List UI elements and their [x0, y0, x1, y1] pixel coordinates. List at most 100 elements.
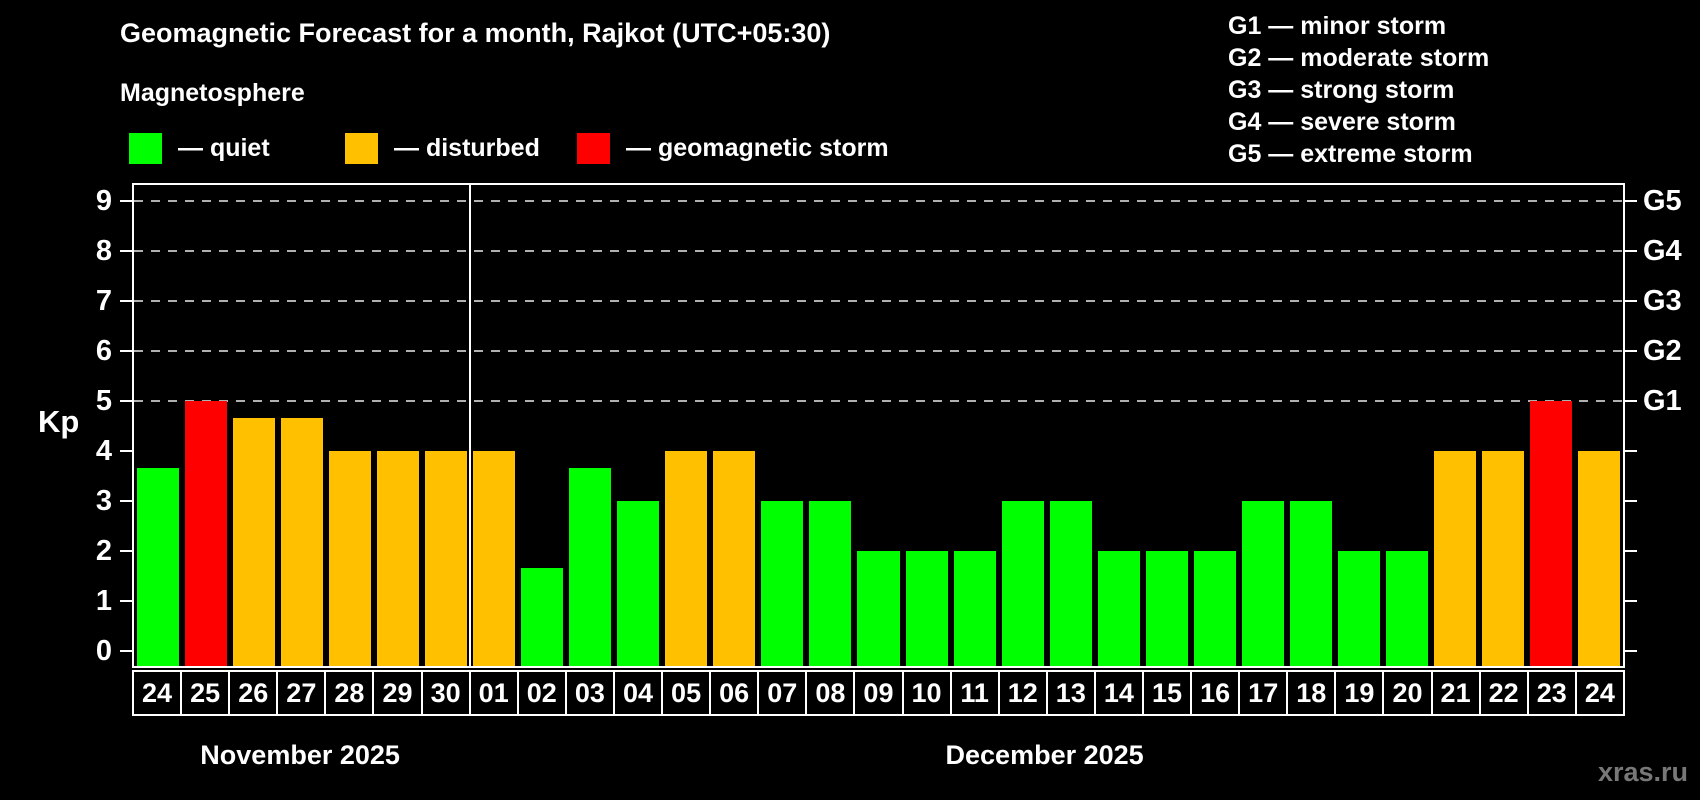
legend-item-storm: — geomagnetic storm: [577, 132, 889, 164]
y-tick-label-3: 3: [95, 485, 112, 517]
gridline-kp8: [134, 250, 1623, 252]
day-box-dec-24: 24: [1574, 670, 1625, 716]
day-box-dec-11: 11: [949, 670, 1000, 716]
legend-item-disturbed: — disturbed: [345, 132, 540, 164]
kp-bar-dec-19: [1337, 551, 1380, 666]
day-box-dec-08: 08: [805, 670, 856, 716]
y-tick-label-4: 4: [95, 435, 112, 467]
day-box-dec-14: 14: [1093, 670, 1144, 716]
kp-bar-dec-01: [473, 451, 516, 666]
quiet-label: — quiet: [178, 133, 270, 162]
right-axis-label-g5: G5: [1643, 185, 1682, 217]
kp-bar-dec-09: [857, 551, 900, 666]
day-box-dec-02: 02: [516, 670, 567, 716]
kp-bar-nov-26: [233, 417, 276, 666]
right-axis-label-g3: G3: [1643, 285, 1682, 317]
day-box-dec-22: 22: [1478, 670, 1529, 716]
day-box-nov-27: 27: [276, 670, 327, 716]
left-tick-kp1: [120, 600, 132, 602]
kp-bar-nov-28: [329, 451, 372, 666]
kp-bar-dec-12: [1001, 501, 1044, 666]
day-box-dec-18: 18: [1286, 670, 1337, 716]
day-box-dec-17: 17: [1238, 670, 1289, 716]
right-axis-label-g2: G2: [1643, 335, 1682, 367]
left-tick-kp4: [120, 450, 132, 452]
kp-bar-nov-27: [281, 417, 324, 666]
plot-area: 0 1 2 3 4 5 6 7 8 9 G1 G2 G3 G4 G5: [96, 183, 1682, 668]
disturbed-label: — disturbed: [394, 133, 540, 162]
day-box-dec-13: 13: [1045, 670, 1096, 716]
quiet-color-swatch: [129, 132, 162, 164]
day-box-dec-03: 03: [564, 670, 615, 716]
kp-bar-nov-29: [377, 451, 420, 666]
xras-watermark: xras.ru: [1597, 757, 1688, 787]
gridline-kp6: [134, 350, 1623, 352]
kp-bar-dec-10: [905, 551, 948, 666]
g-legend-line: G3 — strong storm: [1228, 76, 1455, 104]
x-axis-day-labels: 24 25 26 27 28 29 30 01 02 03 04 05 06 07 08 09 10 11 12 13…: [132, 670, 1625, 716]
kp-bar-dec-06: [713, 451, 756, 666]
right-tick-kp3: [1625, 500, 1637, 502]
gridline-kp7: [134, 300, 1623, 302]
y-tick-label-0: 0: [95, 635, 112, 667]
kp-bar-dec-13: [1049, 501, 1092, 666]
right-tick-kp0: [1625, 650, 1637, 652]
day-box-dec-09: 09: [853, 670, 904, 716]
left-tick-kp8: [120, 250, 132, 252]
gridline-kp5: [134, 400, 1623, 402]
y-tick-label-7: 7: [95, 285, 112, 317]
kp-bar-dec-07: [761, 501, 804, 666]
day-box-dec-05: 05: [661, 670, 712, 716]
day-box-nov-26: 26: [228, 670, 279, 716]
y-tick-label-1: 1: [95, 585, 112, 617]
disturbed-color-swatch: [345, 132, 378, 164]
left-tick-kp2: [120, 550, 132, 552]
day-box-dec-20: 20: [1382, 670, 1433, 716]
right-tick-kp9: [1625, 200, 1637, 202]
kp-bar-dec-23: [1529, 401, 1572, 666]
kp-bar-dec-04: [617, 501, 660, 666]
left-tick-kp9: [120, 200, 132, 202]
right-tick-kp6: [1625, 350, 1637, 352]
right-tick-kp8: [1625, 250, 1637, 252]
kp-bar-dec-24: [1577, 451, 1620, 666]
month-label-december: December 2025: [945, 740, 1144, 770]
kp-bar-dec-05: [665, 451, 708, 666]
kp-bar-nov-24: [137, 467, 180, 666]
gridline-kp9: [134, 200, 1623, 202]
g-scale-legend: G1 — minor storm G2 — moderate storm G3 — …: [1228, 10, 1489, 170]
day-box-dec-06: 06: [709, 670, 760, 716]
legend-item-quiet: — quiet: [129, 132, 270, 164]
day-box-dec-16: 16: [1190, 670, 1241, 716]
left-tick-kp0: [120, 650, 132, 652]
day-box-nov-25: 25: [180, 670, 231, 716]
kp-bar-dec-18: [1289, 501, 1332, 666]
magnetosphere-subtitle: Magnetosphere: [120, 79, 305, 107]
month-labels-row: November 2025 December 2025: [132, 740, 1625, 771]
left-tick-kp6: [120, 350, 132, 352]
y-tick-label-8: 8: [95, 235, 112, 267]
right-tick-kp7: [1625, 300, 1637, 302]
day-box-dec-01: 01: [468, 670, 519, 716]
day-box-nov-30: 30: [420, 670, 471, 716]
day-box-dec-10: 10: [901, 670, 952, 716]
day-box-nov-28: 28: [324, 670, 375, 716]
kp-bar-dec-14: [1097, 551, 1140, 666]
g-legend-line: G4 — severe storm: [1228, 108, 1456, 136]
right-tick-kp4: [1625, 450, 1637, 452]
kp-bar-dec-08: [809, 501, 852, 666]
left-tick-kp3: [120, 500, 132, 502]
kp-bar-dec-22: [1481, 451, 1524, 666]
y-tick-label-2: 2: [95, 535, 112, 567]
right-tick-kp2: [1625, 550, 1637, 552]
month-label-november: November 2025: [200, 740, 400, 770]
day-box-dec-23: 23: [1526, 670, 1577, 716]
kp-bar-nov-30: [425, 451, 468, 666]
storm-color-swatch: [577, 132, 610, 164]
y-axis-title: Kp: [38, 404, 80, 439]
day-box-dec-19: 19: [1334, 670, 1385, 716]
kp-bar-dec-17: [1241, 501, 1284, 666]
day-box-dec-04: 04: [612, 670, 664, 716]
y-tick-label-5: 5: [95, 385, 112, 417]
